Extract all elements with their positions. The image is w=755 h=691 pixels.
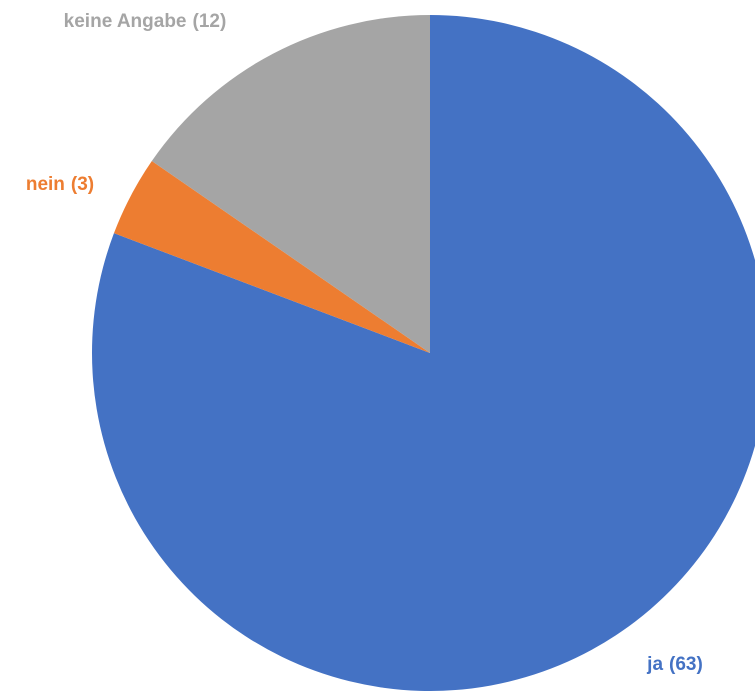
slice-label: nein (3)	[26, 174, 94, 195]
slice-label: ja (63)	[646, 654, 703, 675]
slice-category: ja	[646, 654, 663, 675]
slice-value: (63)	[669, 654, 703, 675]
slice-label: keine Angabe (12)	[64, 11, 227, 32]
slice-category: nein	[26, 174, 65, 195]
slice-value: (3)	[71, 174, 94, 195]
slice-value: (12)	[193, 11, 227, 32]
pie-slice	[92, 15, 755, 691]
pie-slice	[113, 160, 430, 353]
pie-slice	[151, 15, 430, 353]
slice-category: keine Angabe	[64, 11, 187, 32]
